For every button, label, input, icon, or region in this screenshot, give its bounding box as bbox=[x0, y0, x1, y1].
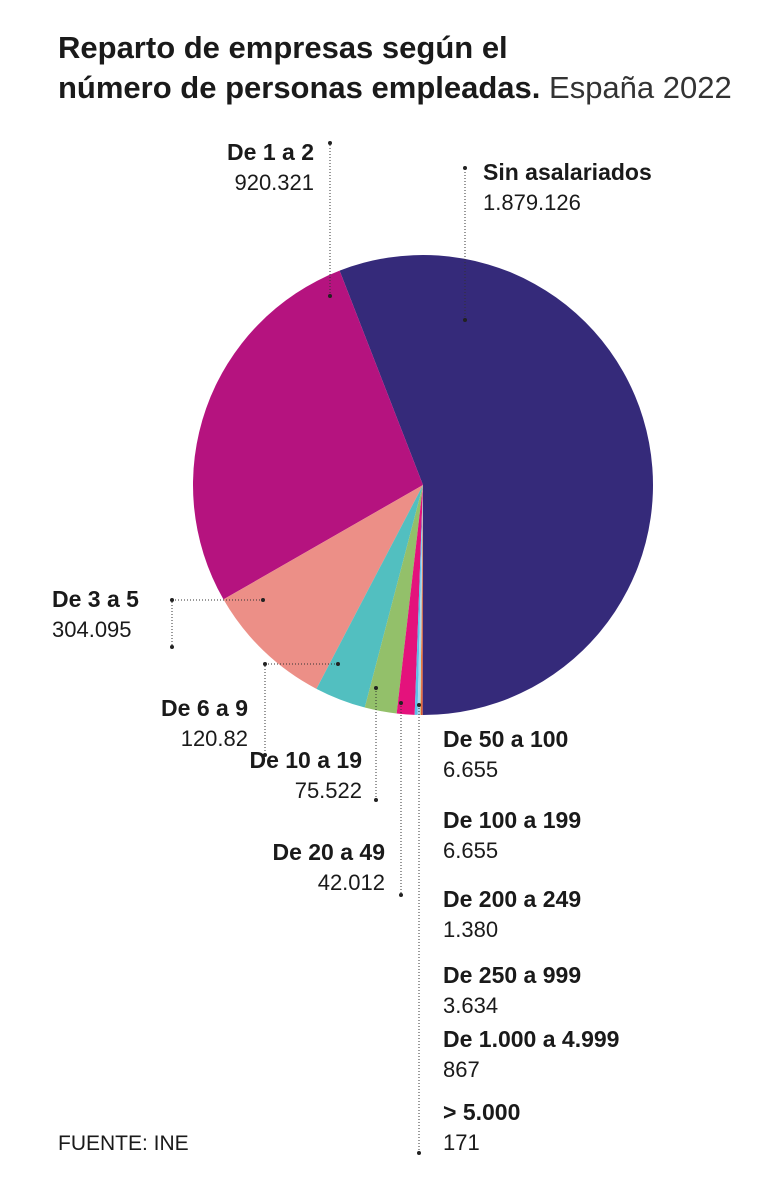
pie-slice bbox=[420, 485, 423, 715]
pie-slice bbox=[396, 485, 423, 715]
leader-dot bbox=[261, 598, 265, 602]
pie-slice bbox=[223, 485, 423, 689]
value-label: 120.82 bbox=[181, 726, 248, 751]
value-label: 6.655 bbox=[443, 757, 498, 782]
value-label: 920.321 bbox=[234, 170, 314, 195]
value-label: 304.095 bbox=[52, 617, 132, 642]
labels: Sin asalariados 1.879.126 De 1 a 2 920.321 D… bbox=[52, 139, 652, 1155]
value-label: 75.522 bbox=[295, 778, 362, 803]
category-label: De 1 a 2 bbox=[227, 139, 314, 165]
leader-dot bbox=[463, 318, 467, 322]
leader-dot bbox=[263, 662, 267, 666]
chart-title: Reparto de empresas según el bbox=[58, 30, 508, 65]
leader-dot bbox=[374, 798, 378, 802]
title-line-2: número de personas empleadas. España 202… bbox=[58, 70, 732, 105]
pie-slice bbox=[339, 254, 654, 715]
value-label: 3.634 bbox=[443, 993, 498, 1018]
subtitle: España 2022 bbox=[549, 70, 732, 105]
category-label: De 250 a 999 bbox=[443, 962, 581, 988]
category-label: De 200 a 249 bbox=[443, 886, 581, 912]
value-label: 171 bbox=[443, 1130, 480, 1155]
category-label: Sin asalariados bbox=[483, 159, 652, 185]
leader-dot bbox=[263, 753, 267, 757]
leader-dot bbox=[399, 893, 403, 897]
pie-slice bbox=[414, 485, 423, 715]
category-label: De 1.000 a 4.999 bbox=[443, 1026, 619, 1052]
leader-dot bbox=[336, 662, 340, 666]
pie-slice bbox=[420, 485, 423, 715]
title-text: Reparto de empresas según el bbox=[58, 30, 508, 65]
category-label: > 5.000 bbox=[443, 1099, 520, 1125]
pie-slice bbox=[316, 485, 423, 708]
pie-slice bbox=[417, 485, 423, 715]
leader-dot bbox=[170, 598, 174, 602]
category-label: De 3 a 5 bbox=[52, 586, 139, 612]
source: FUENTE: INE bbox=[58, 1132, 189, 1155]
pie bbox=[193, 254, 654, 715]
leader-dot bbox=[328, 294, 332, 298]
value-label: 6.655 bbox=[443, 838, 498, 863]
category-label: De 50 a 100 bbox=[443, 726, 568, 752]
leader-dot bbox=[374, 686, 378, 690]
category-label: De 100 a 199 bbox=[443, 807, 581, 833]
pie-slice bbox=[364, 485, 423, 714]
pie-slice bbox=[193, 270, 423, 600]
leader-dot bbox=[463, 166, 467, 170]
value-label: 867 bbox=[443, 1057, 480, 1082]
category-label: De 6 a 9 bbox=[161, 695, 248, 721]
leader-dot bbox=[399, 701, 403, 705]
category-label: De 20 a 49 bbox=[272, 839, 385, 865]
leader-dot bbox=[417, 703, 421, 707]
category-label: De 10 a 19 bbox=[249, 747, 362, 773]
value-label: 1.380 bbox=[443, 917, 498, 942]
title-text-cont: número de personas empleadas. bbox=[58, 70, 549, 105]
leader-dot bbox=[417, 1151, 421, 1155]
leader-dot bbox=[170, 645, 174, 649]
leader-dot bbox=[328, 141, 332, 145]
value-label: 1.879.126 bbox=[483, 190, 581, 215]
value-label: 42.012 bbox=[318, 870, 385, 895]
